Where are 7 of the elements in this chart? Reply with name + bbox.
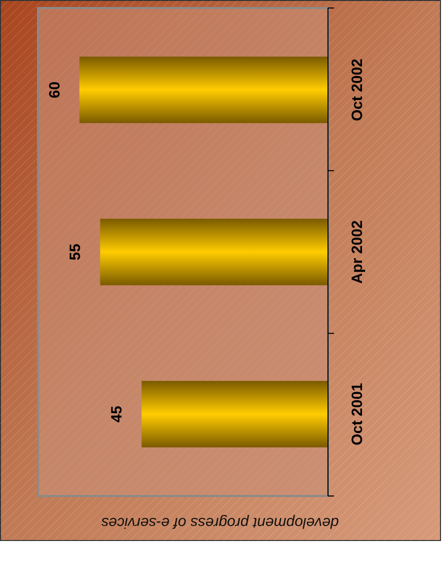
y-tick-label: Oct 2002 [348, 58, 366, 122]
data-label: 60 [46, 82, 64, 98]
text: development progress of e-services [100, 514, 339, 532]
data-label: 45 [108, 406, 126, 422]
y-tick-label: Apr 2002 [348, 220, 366, 284]
data-label: 55 [67, 244, 84, 260]
y-tick-label: Oct 2001 [348, 382, 366, 446]
